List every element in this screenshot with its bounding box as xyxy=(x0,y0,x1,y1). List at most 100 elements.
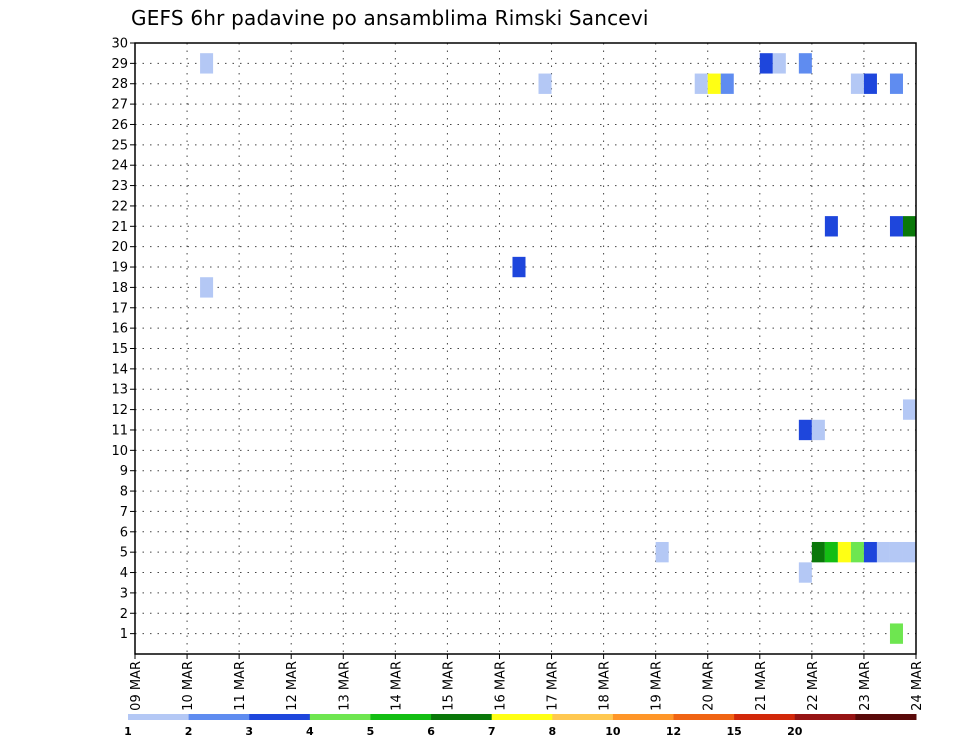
x-tick-label: 09 MAR xyxy=(129,661,144,711)
chart-title: GEFS 6hr padavine po ansamblima Rimski S… xyxy=(131,6,649,30)
colorbar-segment xyxy=(249,714,311,720)
heatmap-cell xyxy=(889,73,903,94)
x-tick-label: 13 MAR xyxy=(337,661,352,711)
heatmap-cell xyxy=(902,399,916,420)
heatmap-cell xyxy=(798,53,812,74)
y-tick-label: 8 xyxy=(120,485,128,500)
x-tick-label: 20 MAR xyxy=(702,661,717,711)
y-tick-label: 17 xyxy=(111,301,128,316)
colorbar-segment xyxy=(552,714,614,720)
y-tick-label: 21 xyxy=(111,220,128,235)
y-tick-label: 22 xyxy=(111,199,128,214)
heatmap-cell xyxy=(824,216,838,237)
y-tick-label: 23 xyxy=(111,179,128,194)
y-tick-label: 6 xyxy=(120,525,128,540)
heatmap-cell xyxy=(798,419,812,441)
y-tick-label: 24 xyxy=(111,159,128,174)
x-tick-label: 12 MAR xyxy=(285,661,300,711)
colorbar-segment xyxy=(188,714,250,720)
colorbar-label: 8 xyxy=(548,725,556,738)
x-tick-label: 19 MAR xyxy=(650,661,665,711)
colorbar-segment xyxy=(794,714,856,720)
colorbar-segment xyxy=(431,714,493,720)
y-tick-label: 15 xyxy=(111,342,128,357)
y-tick-label: 19 xyxy=(111,261,128,276)
x-tick-label: 10 MAR xyxy=(181,661,196,711)
y-tick-label: 18 xyxy=(111,281,128,296)
y-tick-label: 28 xyxy=(111,77,128,92)
y-tick-label: 30 xyxy=(111,37,128,52)
heatmap-cell xyxy=(824,541,838,563)
colorbar-label: 10 xyxy=(605,725,621,738)
heatmap-cell xyxy=(720,73,734,94)
colorbar-label: 2 xyxy=(185,725,193,738)
heatmap-cell xyxy=(876,541,890,563)
heatmap-cell xyxy=(811,541,825,563)
x-tick-label: 17 MAR xyxy=(546,661,561,711)
y-tick-label: 5 xyxy=(120,546,128,561)
heatmap-cell xyxy=(772,53,786,74)
y-tick-label: 10 xyxy=(111,444,128,459)
heatmap-cell xyxy=(889,541,903,563)
heatmap-cell xyxy=(811,419,825,441)
colorbar-label: 4 xyxy=(306,725,314,738)
y-tick-label: 2 xyxy=(120,607,128,622)
heatmap-cell xyxy=(200,53,214,74)
heatmap-cell xyxy=(850,73,864,94)
heatmap-cell xyxy=(902,216,916,237)
y-tick-label: 1 xyxy=(120,627,128,642)
y-tick-label: 9 xyxy=(120,464,128,479)
heatmap-cell xyxy=(863,73,877,94)
colorbar-segment xyxy=(612,714,675,720)
heatmap-cell xyxy=(655,541,669,563)
colorbar-label: 7 xyxy=(488,725,496,738)
heatmap-cell xyxy=(707,73,721,94)
x-tick-label: 22 MAR xyxy=(806,661,821,711)
heatmap-cell xyxy=(837,541,851,563)
heatmap-cell xyxy=(538,73,552,94)
heatmap-cell xyxy=(863,541,877,563)
y-tick-label: 27 xyxy=(111,98,128,113)
colorbar-segment xyxy=(491,714,553,720)
x-tick-label: 15 MAR xyxy=(441,661,456,711)
x-tick-label: 16 MAR xyxy=(493,661,508,711)
colorbar-segment xyxy=(309,714,371,720)
heatmap-cell xyxy=(850,541,864,563)
heatmap-cell xyxy=(200,277,214,298)
x-tick-label: 23 MAR xyxy=(858,661,873,711)
colorbar-label: 1 xyxy=(124,725,132,738)
y-tick-label: 7 xyxy=(120,505,128,520)
heatmap-cell xyxy=(902,541,916,563)
y-tick-label: 29 xyxy=(111,57,128,72)
colorbar-label: 12 xyxy=(666,725,681,738)
y-tick-label: 16 xyxy=(111,322,128,337)
colorbar-segment xyxy=(855,714,917,720)
colorbar-label: 15 xyxy=(726,725,741,738)
x-tick-label: 21 MAR xyxy=(754,661,769,711)
x-tick-label: 14 MAR xyxy=(389,661,404,711)
colorbar-segment xyxy=(128,714,190,720)
y-tick-label: 14 xyxy=(111,362,128,377)
heatmap-cell xyxy=(889,216,903,237)
y-tick-label: 26 xyxy=(111,118,128,133)
heatmap-cell xyxy=(694,73,708,94)
y-tick-label: 13 xyxy=(111,383,128,398)
colorbar-label: 3 xyxy=(245,725,253,738)
colorbar-label: 5 xyxy=(367,725,375,738)
heatmap-cell xyxy=(759,53,773,74)
y-tick-label: 20 xyxy=(111,240,128,255)
y-tick-label: 4 xyxy=(120,566,128,581)
heatmap-cell xyxy=(512,256,526,278)
y-tick-label: 25 xyxy=(111,138,128,153)
x-tick-label: 18 MAR xyxy=(598,661,613,711)
colorbar-label: 20 xyxy=(787,725,803,738)
y-tick-label: 11 xyxy=(111,423,128,438)
heatmap-cell xyxy=(798,562,812,583)
colorbar-segment xyxy=(734,714,796,720)
y-tick-label: 12 xyxy=(111,403,128,418)
x-tick-label: 24 MAR xyxy=(910,661,925,711)
colorbar-segment xyxy=(370,714,432,720)
x-tick-label: 11 MAR xyxy=(233,661,248,711)
heatmap-cell xyxy=(889,623,903,644)
